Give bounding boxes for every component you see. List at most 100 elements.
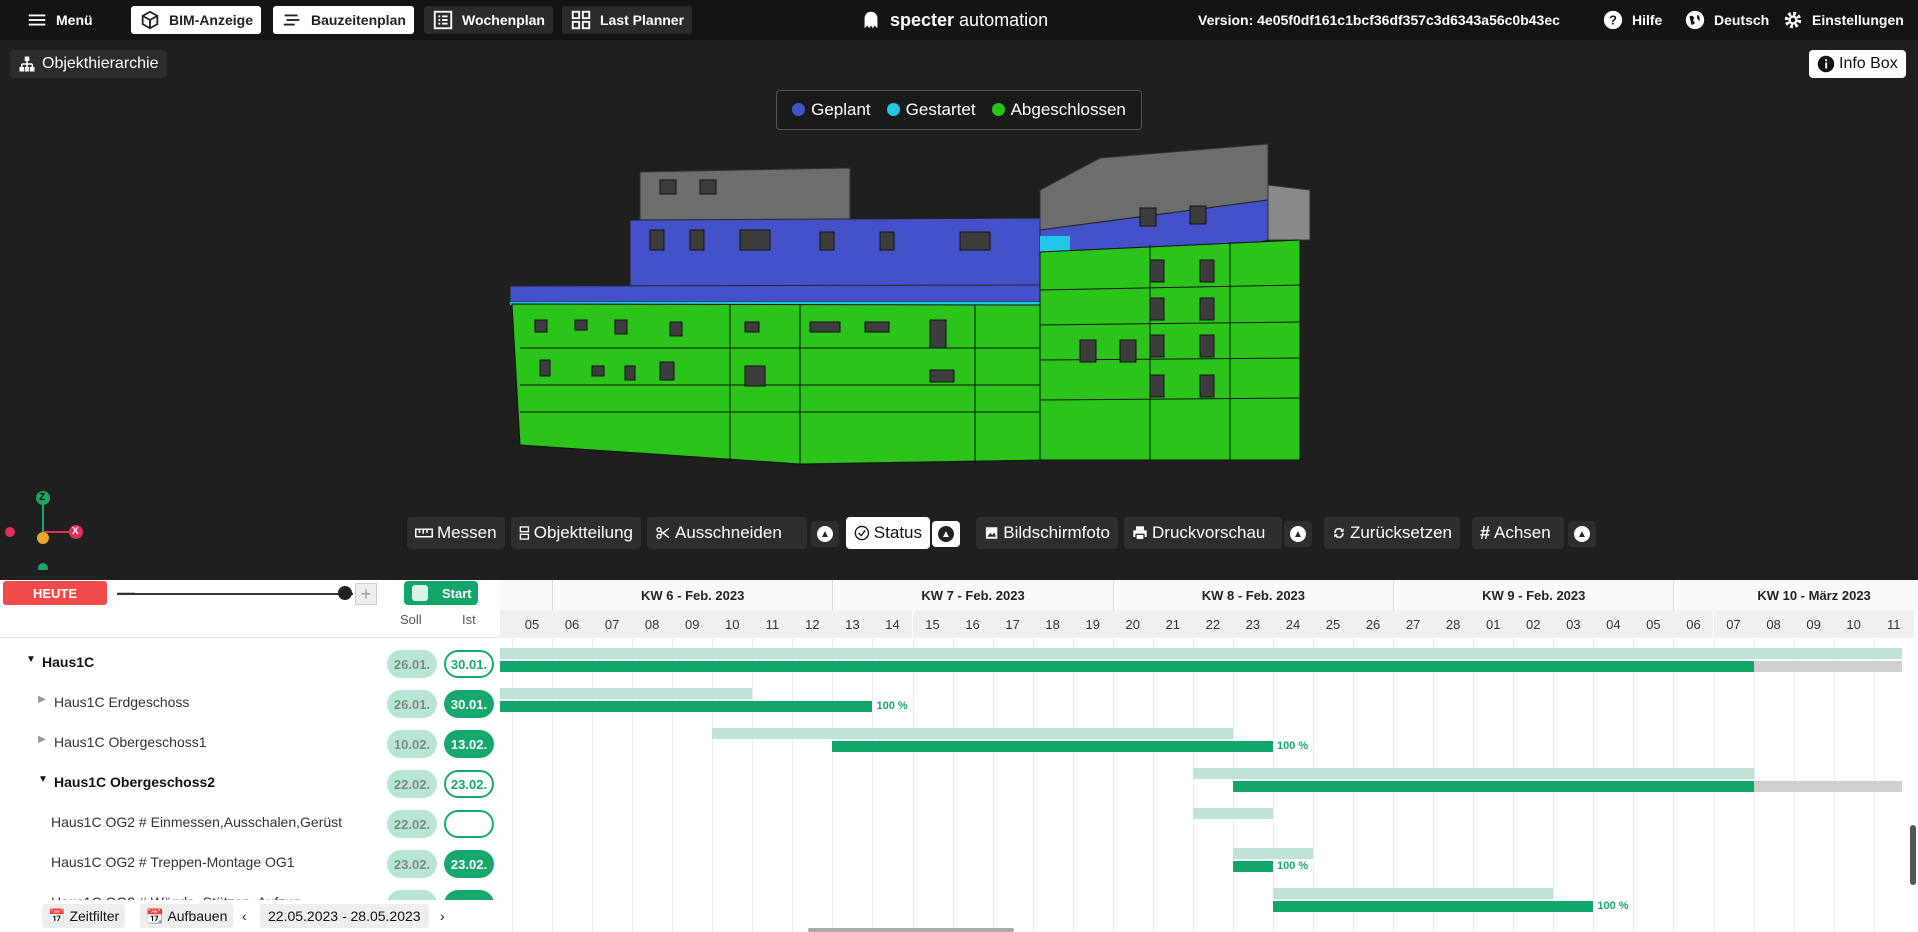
ghost-logo-icon	[864, 11, 878, 29]
caret-right-icon[interactable]: ▶	[38, 694, 46, 705]
day-header: 06	[1673, 610, 1714, 638]
caret-down-icon[interactable]: ▼	[38, 774, 48, 785]
objekthierarchie-button[interactable]: Objekthierarchie	[10, 50, 167, 78]
gantt-timeline[interactable]: KW 6 - Feb. 2023 KW 7 - Feb. 2023 KW 8 - F…	[500, 580, 1918, 932]
ist-date-badge[interactable]	[444, 810, 494, 838]
planned-bar[interactable]	[500, 648, 1902, 659]
actual-bar[interactable]	[500, 701, 873, 712]
zuruecksetzen-button[interactable]: Zurücksetzen	[1324, 517, 1460, 549]
druckvorschau-button[interactable]: Druckvorschau	[1124, 517, 1282, 549]
druckvorschau-dropdown[interactable]: ▲	[1284, 521, 1312, 547]
task-row[interactable]: Haus1C OG2 # Einmessen,Ausschalen,Gerüst…	[0, 802, 500, 842]
planned-bar[interactable]	[712, 728, 1233, 739]
ist-date-badge[interactable]: 13.02.	[444, 730, 494, 758]
soll-date-badge: 10.02.	[387, 730, 437, 758]
zoom-slider-handle[interactable]	[338, 586, 352, 600]
planned-bar[interactable]	[1192, 768, 1754, 779]
help-label: Hilfe	[1632, 12, 1663, 28]
planned-bar[interactable]	[1232, 848, 1313, 859]
settings-button[interactable]: Einstellungen	[1774, 6, 1912, 34]
building-model[interactable]	[0, 40, 1918, 580]
ausschneiden-dropdown[interactable]: ▲	[811, 521, 839, 547]
day-header: 03	[1553, 610, 1594, 638]
svg-text:?: ?	[1609, 13, 1617, 28]
ist-date-badge[interactable]: 23.02.	[444, 770, 494, 798]
ist-date-badge[interactable]: 23.02.	[444, 850, 494, 878]
version-text: Version: 4e05f0df161c1bcf36df357c3d6343a…	[1198, 12, 1560, 28]
task-row[interactable]: ▼ Haus1C 26.01. 30.01.	[0, 642, 500, 682]
grid-line	[1112, 638, 1114, 932]
caret-down-icon[interactable]: ▼	[26, 654, 36, 665]
achsen-dropdown[interactable]: ▲	[1568, 521, 1596, 547]
planned-bar[interactable]	[1192, 808, 1273, 819]
day-header: 01	[1473, 610, 1514, 638]
bim-viewer[interactable]: Objekthierarchie Info Box Geplant Gestar…	[0, 40, 1918, 580]
soll-date-badge: 23.02.	[387, 850, 437, 878]
gantt-bottom-bar: 📅 Zeitfilter 📆 Aufbauen ‹ 22.05.2023 - 2…	[0, 900, 500, 932]
ist-date-badge[interactable]: 30.01.	[444, 690, 494, 718]
zoom-slider-track[interactable]	[117, 593, 353, 595]
actual-bar[interactable]	[1272, 901, 1594, 912]
ausschneiden-button[interactable]: Ausschneiden	[647, 517, 807, 549]
horizontal-scrollbar[interactable]	[808, 928, 1014, 932]
task-row[interactable]: ▶ Haus1C Obergeschoss1 10.02. 13.02.	[0, 722, 500, 762]
last-planner-button[interactable]: Last Planner	[562, 6, 693, 34]
wochenplan-button[interactable]: Wochenplan	[424, 6, 553, 34]
cube-icon	[141, 10, 159, 30]
messen-button[interactable]: Messen	[407, 517, 505, 549]
bim-anzeige-button[interactable]: BIM-Anzeige	[131, 6, 261, 34]
legend-abgeschlossen-label: Abgeschlossen	[1010, 100, 1126, 119]
zoom-in-button[interactable]: +	[355, 583, 377, 605]
axis-gizmo[interactable]	[0, 480, 90, 570]
actual-bar[interactable]	[1232, 781, 1754, 792]
grid-line	[592, 638, 594, 932]
gantt-lines-icon	[283, 14, 300, 26]
planned-bar[interactable]	[1272, 888, 1554, 899]
zeitfilter-button[interactable]: 📅 Zeitfilter	[42, 904, 126, 928]
status-dropdown[interactable]: ▲	[932, 521, 960, 547]
legend-geplant-label: Geplant	[811, 100, 871, 119]
list-icon	[433, 10, 453, 30]
bildschirmfoto-button[interactable]: Bildschirmfoto	[976, 517, 1118, 549]
day-header: 17	[992, 610, 1033, 638]
grid-line	[512, 638, 513, 932]
actual-bar[interactable]	[1232, 861, 1273, 872]
day-header: 26	[1353, 610, 1394, 638]
actual-bar[interactable]	[832, 741, 1273, 752]
language-button[interactable]: Deutsch	[1676, 6, 1777, 34]
actual-bar[interactable]	[500, 661, 1754, 672]
prev-week-button[interactable]: ‹	[236, 904, 253, 928]
ist-date-badge[interactable]: 30.01.	[444, 650, 494, 678]
week-header: KW 10 - März 2023	[1673, 580, 1918, 610]
zoom-out-icon[interactable]: —	[117, 582, 135, 602]
start-toggle[interactable]: Start	[404, 581, 478, 605]
aufbauen-button[interactable]: 📆 Aufbauen	[140, 904, 234, 928]
caret-right-icon[interactable]: ▶	[38, 734, 46, 745]
grid-line	[1032, 638, 1034, 932]
planned-bar[interactable]	[500, 688, 753, 699]
info-box-button[interactable]: Info Box	[1809, 50, 1906, 78]
objektteilung-button[interactable]: Objektteilung	[511, 517, 641, 549]
ist-header: Ist	[462, 612, 476, 627]
day-header: 22	[1192, 610, 1233, 638]
vertical-scrollbar[interactable]	[1910, 825, 1916, 885]
task-name: Haus1C OG2 # Treppen-Montage OG1	[51, 854, 295, 870]
task-row[interactable]: ▼ Haus1C Obergeschoss2 22.02. 23.02.	[0, 762, 500, 802]
task-row[interactable]: Haus1C OG2 # Treppen-Montage OG1 23.02. 23…	[0, 842, 500, 882]
heute-button[interactable]: HEUTE	[3, 581, 107, 605]
grid-line	[832, 638, 834, 932]
week-header: KW 7 - Feb. 2023	[832, 580, 1113, 610]
bauzeitenplan-label: Bauzeitenplan	[311, 12, 406, 28]
day-header: 19	[1072, 610, 1113, 638]
progress-label: 100 %	[876, 700, 908, 712]
task-row[interactable]: ▶ Haus1C Erdgeschoss 26.01. 30.01.	[0, 682, 500, 722]
help-button[interactable]: ? Hilfe	[1594, 6, 1670, 34]
status-label: Status	[873, 523, 922, 542]
achsen-button[interactable]: # Achsen	[1472, 517, 1564, 549]
bauzeitenplan-button[interactable]: Bauzeitenplan	[273, 6, 414, 34]
menu-button[interactable]: Menü	[18, 6, 101, 34]
status-button[interactable]: Status	[846, 517, 930, 549]
grid-line	[752, 638, 754, 932]
progress-label: 100 %	[1597, 900, 1629, 912]
next-week-button[interactable]: ›	[434, 904, 451, 928]
